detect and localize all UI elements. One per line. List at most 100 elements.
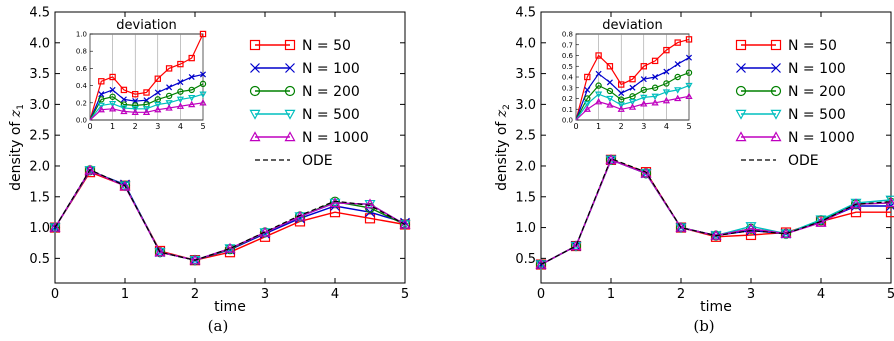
inset-data-point	[176, 102, 185, 109]
legend-marker	[770, 39, 782, 51]
legend-marker	[285, 63, 295, 73]
inset-y-tick-label: 0.1	[562, 106, 573, 114]
legend-marker	[249, 109, 261, 120]
y-tick-label: 0.5	[515, 252, 536, 267]
inset-data-point	[154, 105, 162, 113]
x-tick-label: 1	[607, 287, 615, 302]
inset-data-point	[674, 61, 681, 68]
inset-data-point	[199, 98, 207, 106]
panel-label: (b)	[693, 317, 714, 335]
inset-x-tick-label: 5	[200, 122, 205, 131]
inset-x-tick-label: 3	[641, 122, 646, 131]
inset-data-point	[663, 46, 670, 54]
inset-data-point	[617, 102, 625, 109]
inset-data-point	[199, 80, 207, 88]
inset-data-point	[628, 99, 637, 106]
inset-data-point	[606, 101, 614, 108]
inset-data-point	[188, 73, 195, 81]
y-tick-label: 2.0	[29, 159, 50, 174]
y-tick-label: 4.5	[515, 6, 536, 21]
inset-data-point	[640, 86, 648, 94]
data-point	[850, 198, 862, 209]
x-tick-label: 0	[51, 287, 59, 302]
legend-marker	[735, 109, 747, 120]
y-tick-label: 3.0	[515, 98, 536, 113]
inset-data-point	[606, 87, 614, 95]
data-point	[535, 258, 547, 269]
inset-data-point	[120, 86, 128, 94]
inset-data-point	[651, 93, 659, 101]
legend-marker	[771, 63, 781, 73]
inset-data-point	[617, 81, 625, 88]
inset-data-point	[188, 54, 195, 62]
data-point	[119, 180, 131, 191]
inset-data-point	[662, 89, 671, 96]
y-tick-label: 3.5	[29, 67, 50, 82]
inset-data-point	[131, 106, 139, 113]
inset-data-point	[120, 101, 128, 108]
inset-data-point	[595, 70, 602, 77]
legend-label: N = 200	[788, 84, 846, 100]
inset-data-point	[142, 106, 151, 113]
inset-data-point	[165, 100, 173, 107]
inset-data-point	[584, 73, 591, 81]
y-tick-label: 1.0	[29, 221, 50, 236]
inset-title: deviation	[602, 18, 662, 33]
inset-data-point	[154, 101, 162, 109]
inset-data-point	[640, 94, 648, 102]
inset-series-line	[575, 72, 690, 121]
inset-data-point	[606, 79, 613, 86]
x-axis-label: time	[700, 299, 732, 315]
inset-x-tick-label: 2	[619, 122, 624, 131]
inset-data-point	[640, 100, 648, 107]
inset-data-point	[594, 97, 603, 105]
inset-x-tick-label: 4	[178, 122, 183, 131]
data-point	[259, 226, 271, 237]
legend-marker	[249, 85, 261, 97]
legend-label: N = 500	[788, 107, 846, 123]
legend-label: N = 1000	[788, 130, 855, 146]
inset-data-point	[594, 91, 603, 99]
inset-data-point	[595, 82, 602, 89]
inset-y-tick-label: 0.2	[562, 95, 573, 103]
inset-data-point	[618, 96, 625, 103]
inset-data-point	[674, 39, 681, 46]
inset-data-point	[97, 102, 105, 110]
inset-data-point	[142, 108, 151, 115]
x-tick-label: 3	[261, 287, 269, 302]
x-axis-label: time	[214, 299, 246, 315]
legend-marker	[250, 63, 260, 73]
inset-y-tick-label: 0.6	[562, 52, 574, 60]
legend-label: N = 1000	[302, 130, 369, 146]
legend-marker	[284, 85, 296, 97]
inset-data-point	[606, 95, 614, 103]
inset-y-tick-label: 1.0	[76, 31, 87, 39]
inset-data-point	[98, 78, 105, 85]
inset-series-line	[89, 102, 204, 121]
inset-data-point	[685, 69, 693, 76]
inset-data-point	[131, 102, 139, 109]
inset-data-point	[177, 88, 184, 95]
inset-data-point	[154, 89, 161, 96]
inset-x-tick-label: 0	[87, 122, 92, 131]
inset-x-tick-label: 2	[133, 122, 138, 131]
y-tick-label: 0.5	[29, 252, 50, 267]
inset-y-tick-label: 0.4	[76, 82, 88, 90]
inset-y-tick-label: 0.0	[76, 117, 87, 125]
inset-data-point	[674, 73, 681, 81]
inset-data-point	[640, 63, 648, 70]
data-point	[49, 221, 61, 232]
inset-data-point	[188, 94, 196, 102]
legend-marker	[284, 109, 296, 120]
legend-marker	[735, 39, 747, 51]
inset-series-line	[89, 83, 204, 121]
y-tick-label: 4.0	[515, 36, 536, 51]
inset-data-point	[674, 87, 682, 94]
data-point	[84, 164, 96, 175]
inset-data-point	[199, 71, 207, 78]
inset-data-point	[132, 90, 139, 98]
inset-data-point	[177, 60, 184, 68]
inset-series-line	[575, 38, 690, 121]
legend-label: N = 100	[788, 61, 846, 77]
